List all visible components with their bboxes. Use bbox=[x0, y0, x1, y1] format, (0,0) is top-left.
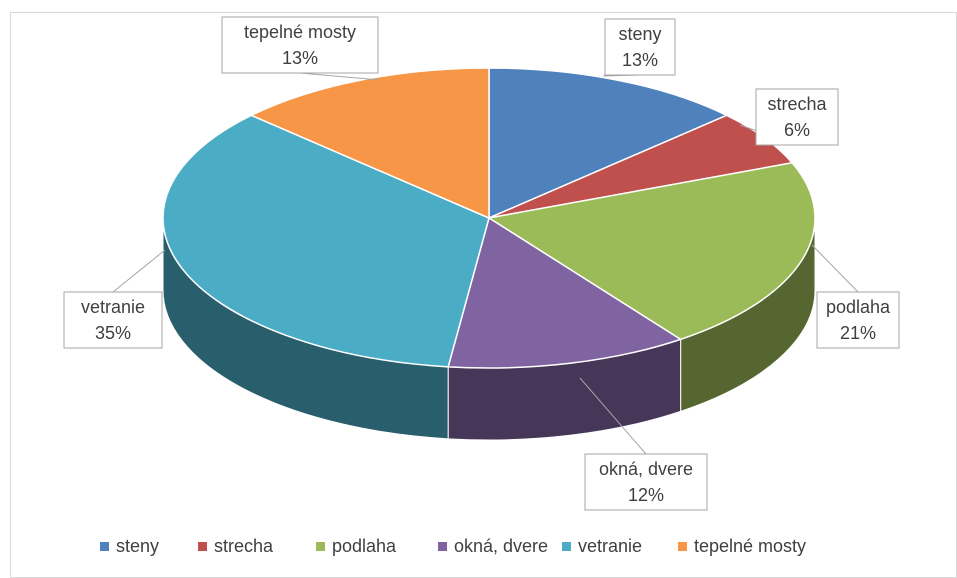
legend-label: podlaha bbox=[332, 536, 397, 556]
data-label: 12% bbox=[628, 485, 664, 505]
label-box bbox=[755, 88, 839, 146]
label-box bbox=[221, 16, 379, 74]
legend-label: strecha bbox=[214, 536, 274, 556]
label-box bbox=[816, 291, 900, 349]
label-name: steny bbox=[618, 24, 661, 44]
label-name: okná, dvere bbox=[599, 459, 693, 479]
pie-slice bbox=[486, 161, 816, 341]
data-label: 35% bbox=[95, 323, 131, 343]
data-label: 6% bbox=[784, 120, 810, 140]
legend-swatch bbox=[198, 542, 207, 551]
legend-swatch bbox=[562, 542, 571, 551]
label-name: strecha bbox=[767, 94, 827, 114]
leader-line bbox=[112, 249, 166, 293]
data-label: 13% bbox=[622, 50, 658, 70]
legend-label: okná, dvere bbox=[454, 536, 548, 556]
leader-line bbox=[811, 244, 859, 293]
pie-slice bbox=[447, 216, 683, 369]
label-box bbox=[604, 18, 676, 76]
data-label: 13% bbox=[282, 48, 318, 68]
leader-line bbox=[299, 72, 381, 81]
label-name: podlaha bbox=[826, 297, 891, 317]
legend-swatch bbox=[100, 542, 109, 551]
pie-slice bbox=[249, 67, 490, 220]
pie-slice bbox=[162, 114, 490, 368]
legend-label: vetranie bbox=[578, 536, 642, 556]
leader-line bbox=[579, 377, 647, 455]
pie-slice bbox=[488, 67, 729, 220]
label-name: tepelné mosty bbox=[244, 22, 356, 42]
legend-swatch bbox=[438, 542, 447, 551]
label-box bbox=[63, 291, 163, 349]
label-box bbox=[584, 453, 708, 511]
legend-swatch bbox=[316, 542, 325, 551]
legend-label: steny bbox=[116, 536, 159, 556]
data-label: 21% bbox=[840, 323, 876, 343]
label-name: vetranie bbox=[81, 297, 145, 317]
legend-swatch bbox=[678, 542, 687, 551]
legend-label: tepelné mosty bbox=[694, 536, 806, 556]
